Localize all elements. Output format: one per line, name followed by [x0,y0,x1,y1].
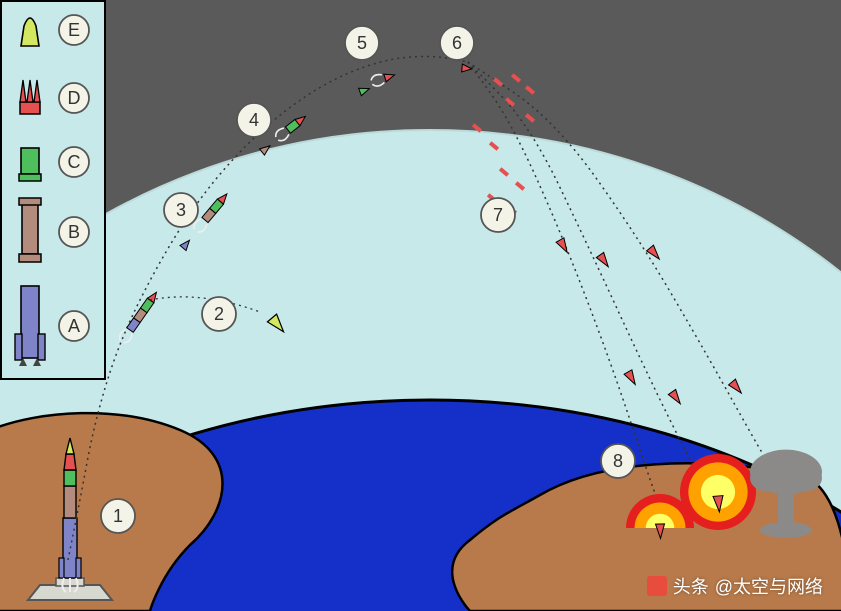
watermark-text: @太空与网络 [715,573,823,599]
marker-1: 1 [101,499,135,533]
legend-label-D: D [68,88,81,108]
marker-3: 3 [164,193,198,227]
marker-7: 7 [481,198,515,232]
marker-2: 2 [202,297,236,331]
diagram-stage: E D C B A 1 2 3 4 5 6 7 8 头条 @太空与网络 [0,0,841,611]
legend-label-B: B [68,222,80,242]
marker-6: 6 [440,26,474,60]
legend: E D C B A [1,1,105,379]
watermark: 头条 @太空与网络 [647,573,823,599]
marker-label-1: 1 [113,506,123,526]
marker-label-4: 4 [249,110,259,130]
marker-5: 5 [345,26,379,60]
legend-label-C: C [68,152,81,172]
marker-label-5: 5 [357,33,367,53]
marker-label-6: 6 [452,33,462,53]
watermark-prefix: 头条 [673,573,709,599]
marker-label-2: 2 [214,304,224,324]
legend-label-A: A [68,316,80,336]
watermark-logo-icon [647,576,667,596]
air-burst [680,454,756,530]
marker-4: 4 [237,103,271,137]
legend-label-E: E [68,20,80,40]
diagram-svg: E D C B A 1 2 3 4 5 6 7 8 [0,0,841,611]
marker-label-7: 7 [493,205,503,225]
marker-label-8: 8 [613,451,623,471]
marker-8: 8 [601,444,635,478]
marker-label-3: 3 [176,200,186,220]
